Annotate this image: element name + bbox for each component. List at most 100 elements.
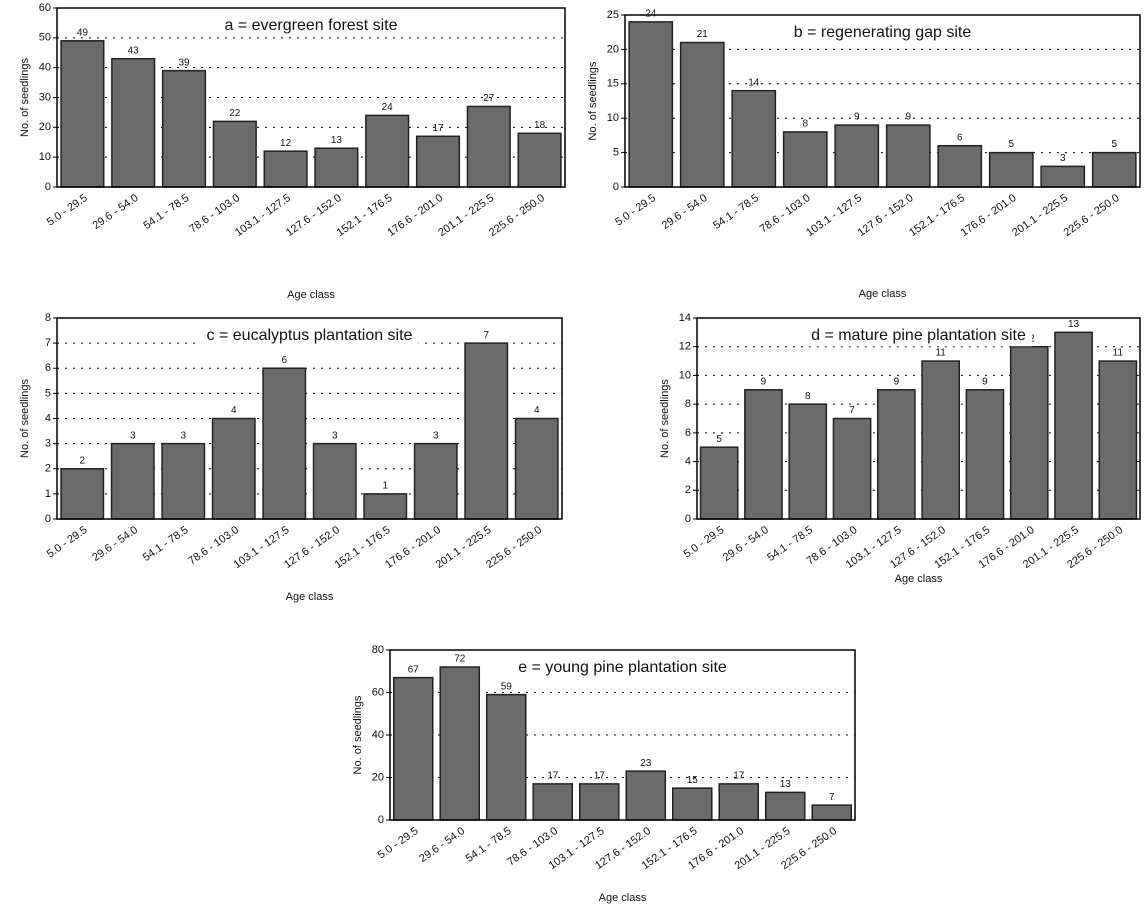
value-label: 9 bbox=[905, 112, 911, 123]
value-label: 21 bbox=[697, 29, 709, 40]
x-tick-label: 103.1 - 127.5 bbox=[233, 192, 293, 239]
bar bbox=[518, 133, 561, 187]
bar bbox=[465, 343, 507, 519]
y-tick-label: 2 bbox=[45, 463, 51, 475]
value-label: 22 bbox=[229, 108, 241, 119]
value-label: 14 bbox=[748, 77, 760, 88]
bar bbox=[264, 151, 307, 187]
bar bbox=[487, 695, 526, 820]
y-tick-label: 25 bbox=[607, 9, 619, 21]
value-label: 72 bbox=[454, 654, 466, 665]
value-label: 7 bbox=[829, 792, 835, 803]
y-tick-label: 0 bbox=[613, 181, 619, 193]
value-label: 7 bbox=[483, 330, 489, 341]
bar bbox=[364, 494, 406, 519]
y-tick-label: 0 bbox=[378, 814, 384, 826]
figure: 0102030405060495.0 - 29.54329.6 - 54.039… bbox=[0, 0, 1146, 906]
y-tick-label: 20 bbox=[39, 121, 51, 133]
value-label: 11 bbox=[935, 348, 946, 359]
x-axis-label: Age class bbox=[895, 573, 943, 585]
bar bbox=[61, 41, 104, 187]
y-tick-label: 1 bbox=[45, 488, 51, 500]
x-tick-label: 127.6 - 152.0 bbox=[284, 192, 344, 239]
value-label: 23 bbox=[640, 758, 652, 769]
value-label: 13 bbox=[331, 135, 343, 146]
chart-title: d = mature pine plantation site bbox=[811, 327, 1026, 344]
value-label: 11 bbox=[1113, 348, 1124, 359]
x-tick-label: 127.6 - 152.0 bbox=[856, 192, 916, 239]
x-tick-label: 54.1 - 78.5 bbox=[711, 192, 761, 232]
value-label: 59 bbox=[501, 681, 513, 692]
bar bbox=[112, 444, 154, 519]
value-label: 8 bbox=[802, 119, 808, 130]
chart-title: a = evergreen forest site bbox=[225, 17, 398, 34]
value-label: 17 bbox=[432, 123, 444, 134]
x-tick-label: 103.1 - 127.5 bbox=[232, 524, 292, 571]
chart-panel: 01234567825.0 - 29.5329.6 - 54.0354.1 - … bbox=[19, 312, 562, 603]
value-label: 6 bbox=[281, 355, 287, 366]
y-axis-label: No. of seedlings bbox=[19, 379, 31, 458]
x-tick-label: 225.6 - 250.0 bbox=[1062, 192, 1122, 239]
x-tick-label: 225.6 - 250.0 bbox=[484, 524, 544, 571]
value-label: 9 bbox=[894, 376, 900, 387]
y-axis-label: No. of seedlings bbox=[659, 379, 671, 458]
bar bbox=[415, 444, 457, 519]
x-tick-label: 29.6 - 54.0 bbox=[90, 524, 140, 564]
bar bbox=[467, 106, 510, 187]
y-tick-label: 5 bbox=[45, 387, 51, 399]
y-tick-label: 5 bbox=[613, 147, 619, 159]
x-tick-label: 29.6 - 54.0 bbox=[660, 192, 710, 232]
value-label: 3 bbox=[180, 430, 186, 441]
x-tick-label: 152.1 - 176.5 bbox=[333, 524, 393, 571]
x-tick-label: 29.6 - 54.0 bbox=[91, 192, 141, 232]
bar bbox=[440, 667, 479, 820]
x-axis-label: Age class bbox=[859, 288, 907, 300]
value-label: 5 bbox=[1008, 139, 1014, 150]
y-tick-label: 15 bbox=[607, 78, 619, 90]
value-label: 6 bbox=[957, 132, 963, 143]
y-tick-label: 10 bbox=[39, 151, 51, 163]
x-tick-label: 176.6 - 201.0 bbox=[383, 524, 443, 571]
y-tick-label: 0 bbox=[45, 513, 51, 525]
x-tick-label: 5.0 - 29.5 bbox=[682, 524, 727, 560]
value-label: 12 bbox=[280, 138, 292, 149]
page: 0102030405060495.0 - 29.54329.6 - 54.039… bbox=[0, 0, 1146, 906]
chart-panel: 0246810121455.0 - 29.5929.6 - 54.0854.1 … bbox=[659, 312, 1140, 585]
y-tick-label: 60 bbox=[372, 686, 384, 698]
y-tick-label: 6 bbox=[685, 427, 691, 439]
y-tick-label: 4 bbox=[45, 412, 51, 424]
bar bbox=[673, 788, 712, 820]
bar bbox=[315, 148, 358, 187]
y-tick-label: 10 bbox=[607, 112, 619, 124]
bar bbox=[112, 59, 155, 187]
bar bbox=[1011, 347, 1048, 519]
bar bbox=[1041, 166, 1084, 187]
x-tick-label: 5.0 - 29.5 bbox=[613, 192, 658, 228]
value-label: 4 bbox=[231, 405, 237, 416]
bar bbox=[213, 419, 255, 520]
y-tick-label: 0 bbox=[45, 181, 51, 193]
value-label: 8 bbox=[805, 391, 811, 402]
value-label: 3 bbox=[433, 430, 439, 441]
y-axis-label: No. of seedlings bbox=[587, 61, 599, 140]
value-label: 5 bbox=[1111, 139, 1117, 150]
value-label: 1 bbox=[382, 481, 388, 492]
value-label: 2 bbox=[79, 455, 85, 466]
y-tick-label: 6 bbox=[45, 362, 51, 374]
x-tick-label: 5.0 - 29.5 bbox=[45, 192, 90, 228]
x-tick-label: 5.0 - 29.5 bbox=[376, 825, 421, 861]
y-tick-label: 8 bbox=[685, 398, 691, 410]
bar bbox=[394, 678, 433, 820]
x-axis-label: Age class bbox=[286, 591, 334, 603]
x-tick-label: 201.1 - 225.5 bbox=[434, 524, 494, 571]
y-tick-label: 14 bbox=[679, 312, 691, 324]
value-label: 9 bbox=[761, 376, 767, 387]
bar bbox=[213, 121, 256, 187]
value-label: 24 bbox=[382, 102, 394, 113]
y-tick-label: 20 bbox=[607, 43, 619, 55]
x-tick-label: 103.1 - 127.5 bbox=[804, 192, 864, 239]
value-label: 13 bbox=[780, 779, 792, 790]
x-tick-label: 176.6 - 201.0 bbox=[959, 192, 1019, 239]
bar bbox=[417, 136, 460, 187]
